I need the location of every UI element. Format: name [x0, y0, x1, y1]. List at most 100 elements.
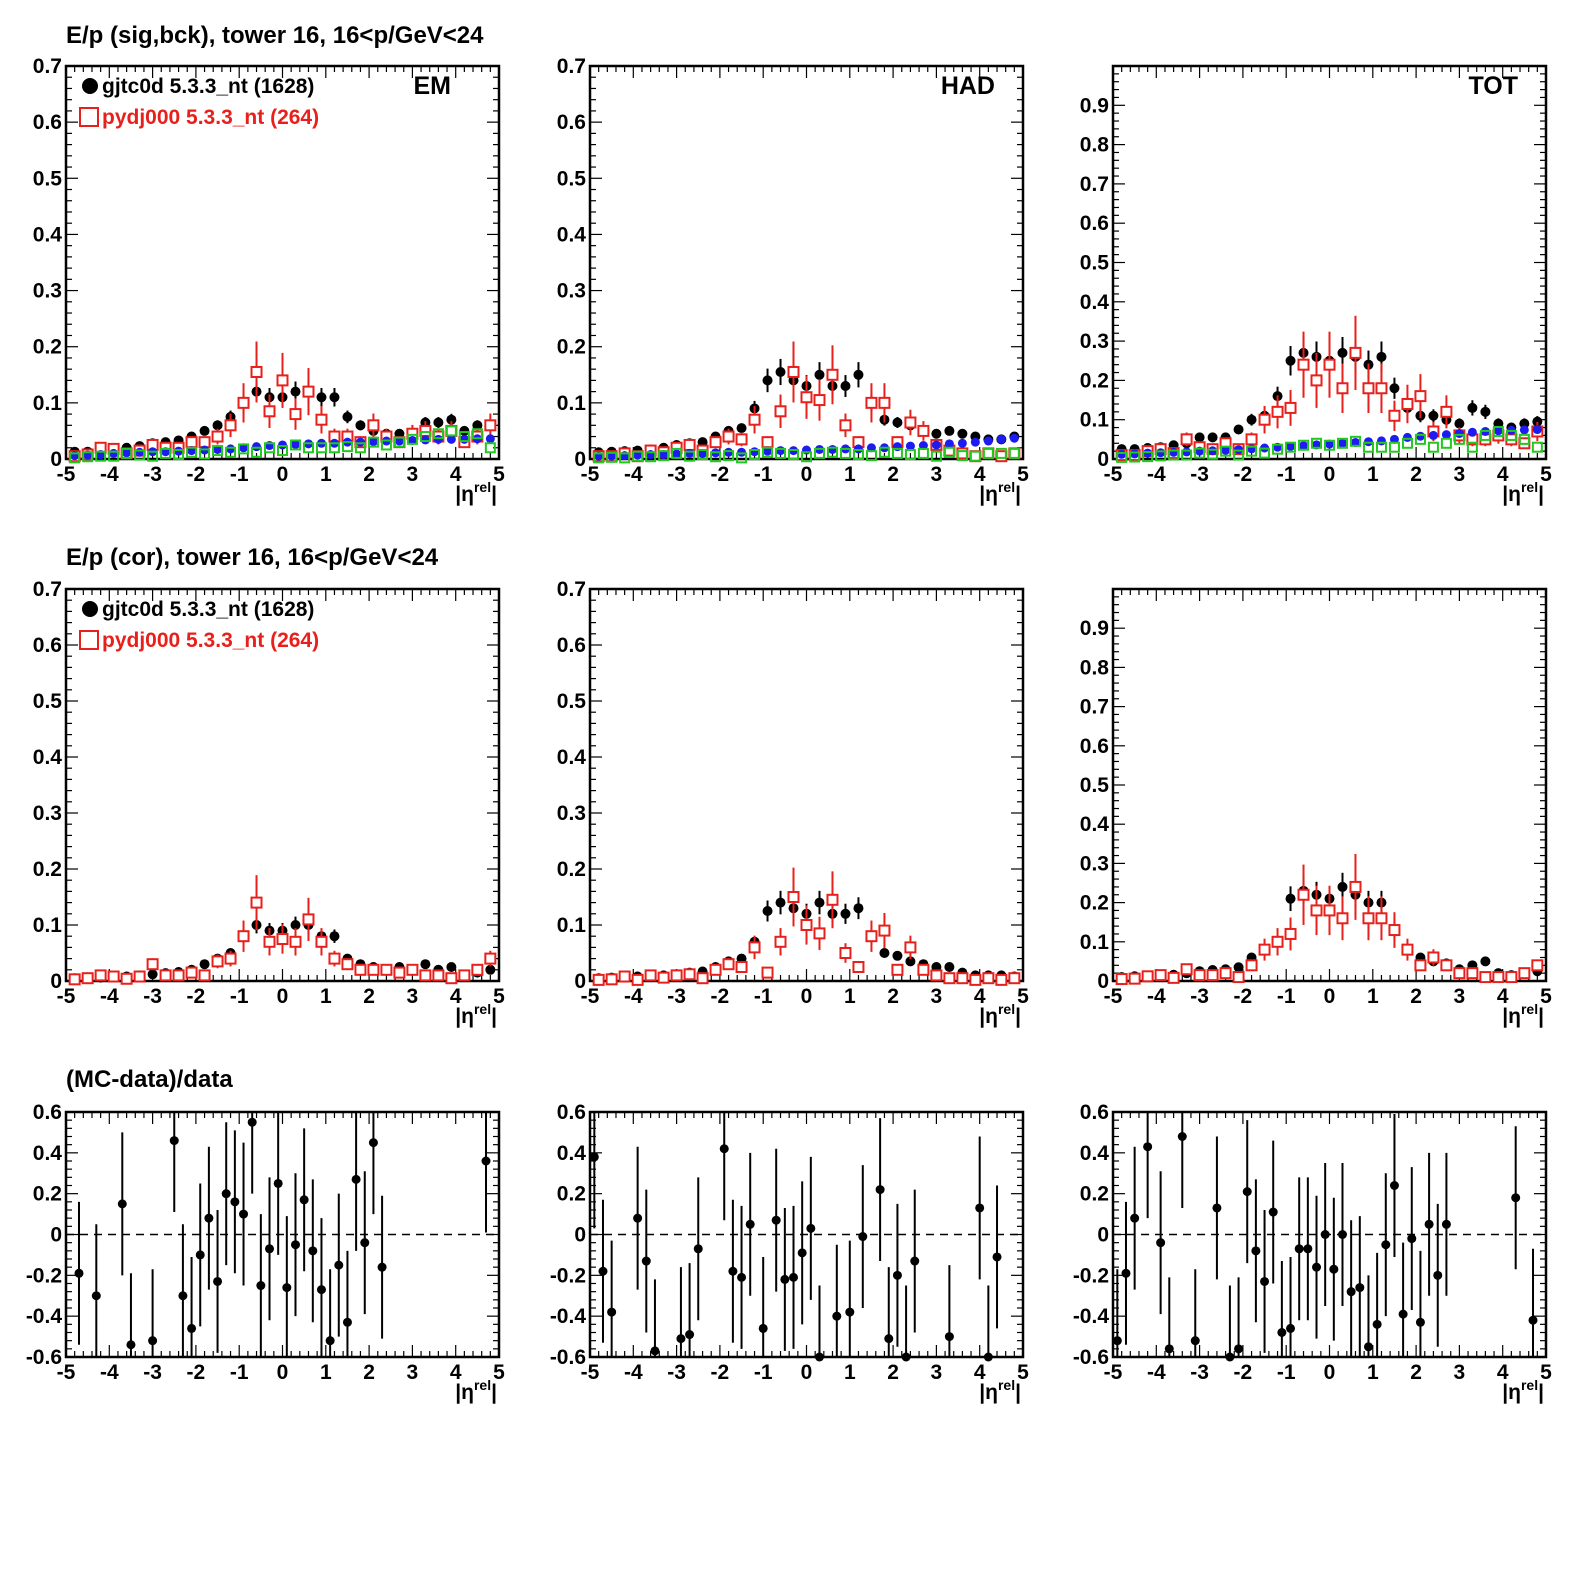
- background-data-point: [1389, 434, 1399, 444]
- x-tick-label: -3: [1190, 463, 1209, 486]
- background-mc-point: [1453, 433, 1465, 445]
- background-mc-point: [671, 447, 683, 459]
- x-tick-label: -1: [230, 463, 249, 486]
- background-mc-point: [852, 449, 864, 461]
- data-point: [199, 959, 210, 970]
- x-axis-label: |ηrel|: [455, 479, 497, 506]
- data-point: [1532, 416, 1543, 427]
- y-tick-label: 0.7: [33, 55, 62, 78]
- mc-point: [406, 963, 419, 976]
- ratio-point: [589, 1152, 599, 1162]
- x-tick-label: -3: [667, 463, 686, 486]
- ratio-point: [771, 1215, 781, 1225]
- ratio-point: [377, 1262, 387, 1272]
- mc-point: [432, 969, 445, 982]
- x-tick-label: -2: [187, 1361, 206, 1384]
- background-mc-point: [917, 447, 929, 459]
- mc-point: [774, 405, 787, 418]
- background-mc-point: [1518, 433, 1530, 445]
- ratio-point: [1407, 1234, 1417, 1244]
- y-tick-label: 0: [50, 1224, 62, 1247]
- mc-point: [1466, 967, 1479, 980]
- mc-point: [1310, 904, 1323, 917]
- background-mc-point: [593, 452, 605, 464]
- background-data-point: [944, 439, 954, 449]
- data-point: [1454, 418, 1465, 429]
- ratio-point: [342, 1317, 352, 1327]
- x-tick-label: 0: [277, 463, 289, 486]
- panel-sig-had: -5 -4 -3 -2 -1 0 1 2 3 4 5 0 0.1 0.2 0.3 0.4 0.5 0.6 0.7 |η…: [557, 55, 1029, 506]
- x-tick-label: -5: [57, 985, 76, 1008]
- mc-point: [1440, 959, 1453, 972]
- y-tick-label: 0.4: [33, 746, 63, 769]
- x-tick-label: -1: [754, 1361, 773, 1384]
- ratio-point: [1389, 1181, 1399, 1190]
- ratio-point: [239, 1209, 249, 1219]
- ratio-point: [884, 1334, 894, 1344]
- ratio-point: [221, 1189, 231, 1199]
- y-tick-label: 0.1: [1080, 931, 1110, 954]
- x-tick-label: 4: [974, 985, 986, 1008]
- mc-point: [722, 430, 735, 443]
- x-tick-label: -1: [1277, 463, 1296, 486]
- x-axis-label: |ηrel|: [979, 1377, 1021, 1404]
- x-tick-label: 4: [974, 463, 986, 486]
- x-tick-label: -4: [100, 985, 119, 1008]
- ratio-point: [481, 1156, 491, 1166]
- ratio-point: [633, 1213, 643, 1223]
- ratio-point: [1121, 1268, 1131, 1278]
- x-tick-label: -3: [1190, 1361, 1209, 1384]
- data-point: [1207, 432, 1218, 443]
- background-data-point: [983, 436, 993, 446]
- y-tick-label: 0.7: [557, 578, 586, 601]
- background-data-point: [1532, 425, 1542, 435]
- x-tick-label: 5: [493, 463, 505, 486]
- x-tick-label: 4: [450, 1361, 462, 1384]
- background-mc-point: [749, 449, 761, 461]
- x-tick-label: -5: [581, 985, 600, 1008]
- mc-point: [696, 972, 709, 985]
- background-mc-point: [775, 447, 787, 459]
- y-tick-label: 0.4: [557, 1142, 587, 1165]
- background-mc-point: [1336, 437, 1348, 449]
- y-tick-label: -0.6: [550, 1346, 586, 1369]
- x-tick-label: -1: [1277, 1361, 1296, 1384]
- background-mc-point: [160, 447, 172, 459]
- mc-point: [445, 972, 458, 985]
- x-tick-label: 1: [844, 463, 856, 486]
- background-mc-point: [904, 449, 916, 461]
- ratio-point: [126, 1340, 136, 1350]
- ratio-point: [858, 1232, 868, 1242]
- background-mc-point: [277, 445, 288, 457]
- y-tick-label: 0: [574, 1224, 586, 1247]
- data-point: [762, 375, 773, 386]
- mc-point: [891, 963, 904, 976]
- mc-point: [419, 969, 432, 982]
- x-tick-label: -2: [1234, 985, 1253, 1008]
- panel-cor-had: -5 -4 -3 -2 -1 0 1 2 3 4 5 0 0.1 0.2 0.3 0.4 0.5 0.6 0.7 |η…: [557, 578, 1029, 1028]
- background-mc-point: [1142, 451, 1154, 463]
- mc-point: [1323, 358, 1336, 371]
- ratio-point: [117, 1199, 127, 1209]
- background-mc-point: [445, 425, 457, 437]
- background-mc-point: [289, 439, 301, 451]
- data-point: [840, 381, 851, 392]
- panel-label: TOT: [1468, 72, 1518, 100]
- background-data-point: [918, 441, 928, 451]
- ratio-point: [351, 1174, 361, 1184]
- data-point: [853, 369, 864, 380]
- mc-point: [1453, 967, 1466, 980]
- background-mc-point: [69, 452, 81, 464]
- x-axis-label: |ηrel|: [979, 479, 1021, 506]
- background-mc-point: [826, 446, 838, 458]
- data-point: [446, 962, 457, 972]
- background-mc-point: [1285, 441, 1297, 453]
- data-point: [446, 414, 457, 425]
- mc-point: [1518, 967, 1531, 980]
- background-data-point: [1156, 448, 1166, 458]
- ratio-point: [247, 1117, 257, 1127]
- data-point: [736, 423, 747, 434]
- panel-sig-tot: -5 -4 -3 -2 -1 0 1 2 3 4 5 0 0.1 0.2 0.3 0.4 0.5 0.6 0.7 0.…: [1080, 64, 1552, 506]
- mc-point: [159, 969, 172, 982]
- background-data-point: [685, 448, 695, 458]
